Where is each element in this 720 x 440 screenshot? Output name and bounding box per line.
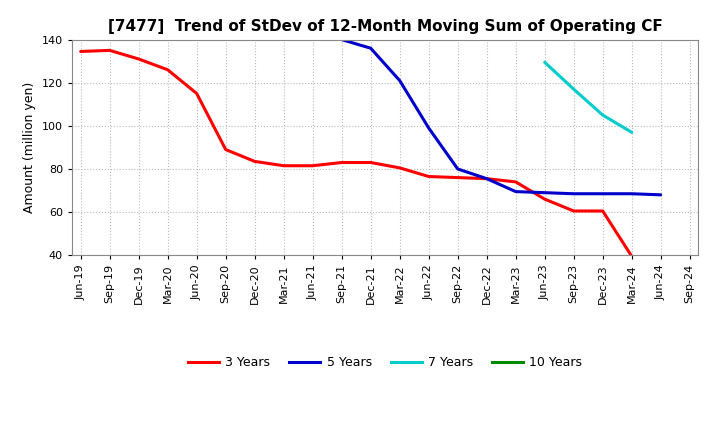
Y-axis label: Amount (million yen): Amount (million yen) bbox=[23, 82, 36, 213]
Legend: 3 Years, 5 Years, 7 Years, 10 Years: 3 Years, 5 Years, 7 Years, 10 Years bbox=[183, 351, 588, 374]
Title: [7477]  Trend of StDev of 12-Month Moving Sum of Operating CF: [7477] Trend of StDev of 12-Month Moving… bbox=[108, 19, 662, 34]
